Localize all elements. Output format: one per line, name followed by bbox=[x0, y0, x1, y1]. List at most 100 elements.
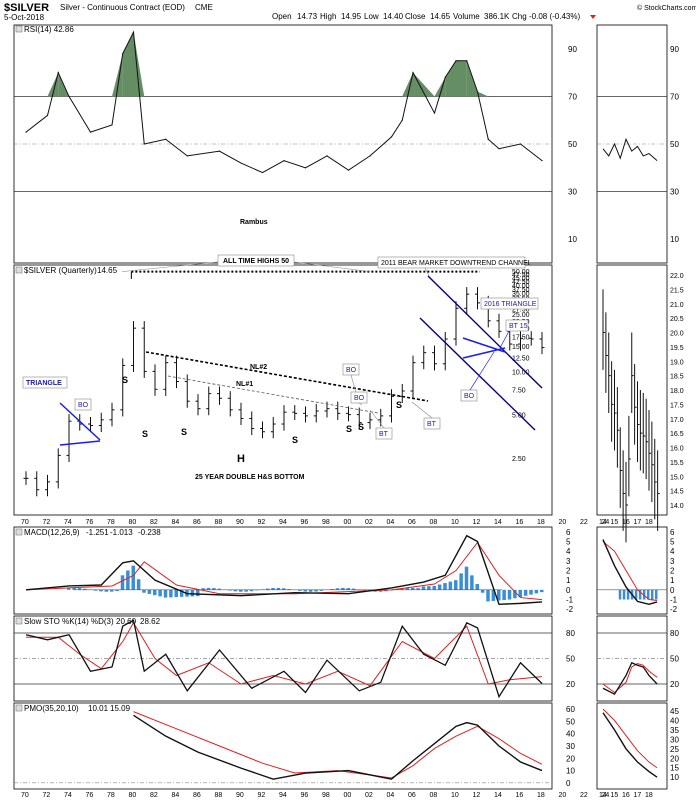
macd-hist-bar bbox=[351, 588, 356, 590]
rsi-point bbox=[369, 155, 371, 157]
triangle-box bbox=[22, 376, 68, 389]
year-label-mid: 14 bbox=[494, 519, 502, 526]
pmo-inset-signal bbox=[602, 708, 658, 769]
rsi-inset-tick-label: 70 bbox=[670, 92, 679, 101]
ath-text: ALL TIME HIGHS 50 bbox=[223, 258, 289, 265]
macd-hist-bar bbox=[179, 589, 184, 597]
rsi-overbought-fill bbox=[434, 77, 446, 97]
year-label-bottom: 88 bbox=[215, 792, 223, 799]
quote-close: 14.65 bbox=[430, 12, 451, 21]
rsi-point bbox=[46, 114, 49, 117]
rsi-overbought-fill bbox=[133, 32, 145, 97]
sto-inset-tick-label: 80 bbox=[670, 629, 679, 638]
bo-bt-pointer bbox=[358, 402, 363, 406]
macd-hist-bar bbox=[480, 589, 485, 593]
macd-hist-bar bbox=[158, 589, 162, 597]
sto-label-k: 20.60 bbox=[116, 617, 137, 626]
macd-hist-bar bbox=[196, 589, 200, 597]
inset-year-label-bottom: 15 bbox=[611, 792, 619, 799]
price-tick-label: 25.00 bbox=[512, 312, 530, 319]
macd-hist-bar bbox=[239, 589, 243, 592]
price-inset-tick-label: 14.0 bbox=[670, 503, 684, 510]
rsi-overbought-fill bbox=[477, 91, 489, 97]
macd-hist-bar bbox=[454, 580, 458, 590]
macd-hist-bar bbox=[120, 575, 125, 590]
price-inset-tick-label: 19.0 bbox=[670, 359, 684, 366]
rsi-point bbox=[283, 160, 285, 162]
macd-hist-bar bbox=[475, 584, 479, 590]
year-label-mid: 82 bbox=[150, 519, 158, 526]
year-label-bottom: 72 bbox=[43, 792, 51, 799]
bear-channel-text: 2011 BEAR MARKET DOWNTREND CHANNEL bbox=[381, 260, 532, 267]
rsi-label: RSI(14) 42.86 bbox=[24, 25, 74, 34]
rsi-inset-tick-label: 30 bbox=[670, 188, 679, 197]
year-label-bottom: 98 bbox=[322, 792, 330, 799]
pmo-tick-label: 60 bbox=[566, 705, 575, 714]
pmo-inset-line bbox=[602, 712, 658, 778]
panel-label-icon bbox=[15, 266, 23, 274]
macd-hist-bar bbox=[303, 589, 307, 592]
s-label: S bbox=[122, 375, 128, 385]
macd-hist-bar bbox=[411, 587, 415, 590]
bo-bt-text: BT bbox=[379, 431, 389, 438]
pmo-inset-tick-label: 20 bbox=[670, 754, 679, 763]
price-tick-label: 2.50 bbox=[512, 456, 526, 463]
macd-inset-tick-label: 2 bbox=[670, 567, 675, 576]
macd-label-hist: -0.238 bbox=[138, 528, 161, 537]
rsi-inset-line bbox=[602, 137, 658, 162]
bo-text-left: BO bbox=[78, 402, 89, 409]
bt15-text: BT 15 bbox=[509, 323, 528, 330]
rsi-tick-label: 30 bbox=[568, 188, 577, 197]
year-label-bottom: 90 bbox=[236, 792, 244, 799]
header-name: Silver - Continuous Contract (EOD) bbox=[60, 3, 185, 12]
rsi-point bbox=[476, 91, 479, 93]
rsi-point bbox=[111, 124, 113, 126]
macd-inset-frame bbox=[596, 526, 668, 615]
rsi-point bbox=[444, 76, 446, 78]
macd-inset-hist-bar bbox=[646, 589, 650, 600]
panel-label-icon bbox=[15, 528, 23, 536]
price-inset-tick-label: 18.0 bbox=[670, 388, 684, 395]
rsi-point bbox=[89, 131, 92, 133]
year-label-bottom: 02 bbox=[365, 792, 373, 799]
panel-label-icon bbox=[15, 617, 23, 625]
macd-hist-bar bbox=[104, 589, 109, 592]
pmo-label-pmo: 10.01 bbox=[88, 704, 109, 713]
bo-bt-text: BT bbox=[427, 421, 437, 428]
bo-bt-text: BO bbox=[346, 367, 357, 374]
macd-panel: MACD(12,26,9) -1.251 -1.013 -0.238 bbox=[15, 528, 667, 606]
price-inset-tick-label: 21.0 bbox=[670, 302, 684, 309]
triangle-2016-text: 2016 TRIANGLE bbox=[484, 301, 537, 308]
rsi-point bbox=[143, 143, 145, 145]
rsi-overbought-fill bbox=[47, 72, 59, 97]
s-label: S bbox=[292, 435, 298, 445]
year-label-bottom: 12 bbox=[473, 792, 481, 799]
macd-hist-bar bbox=[421, 586, 426, 590]
neckline-2 bbox=[145, 351, 429, 402]
macd-hist-bar bbox=[115, 589, 119, 592]
macd-hist-bar bbox=[282, 588, 286, 590]
rsi-tick-label: 70 bbox=[568, 92, 577, 101]
macd-hist-bar bbox=[314, 589, 318, 592]
price-inset-tick-label: 20.0 bbox=[670, 331, 684, 338]
rsi-overbought-fill bbox=[445, 60, 456, 97]
year-label-mid: 76 bbox=[86, 519, 94, 526]
macd-tick-label: 3 bbox=[566, 557, 571, 566]
macd-hist-bar bbox=[427, 586, 431, 590]
pmo-label-signal: 15.09 bbox=[110, 704, 131, 713]
macd-hist-bar bbox=[400, 588, 404, 590]
macd-hist-bar bbox=[486, 589, 490, 602]
triangle-text: TRIANGLE bbox=[26, 380, 62, 387]
bt15-pointer bbox=[499, 330, 510, 349]
macd-inset-signal bbox=[602, 541, 658, 601]
bo-bt-pointer bbox=[411, 401, 433, 419]
macd-hist-bar bbox=[540, 589, 544, 593]
sto-inset-k bbox=[602, 661, 658, 696]
price-tick-label: 27.50 bbox=[512, 306, 530, 313]
rsi-point bbox=[487, 138, 489, 140]
header-exchange: CME bbox=[195, 3, 213, 12]
bo-bt-text: BO bbox=[354, 395, 365, 402]
pmo-inset-tick-label: 40 bbox=[670, 716, 679, 725]
bo-text: BO bbox=[464, 393, 475, 400]
price-inset-tick-label: 15.0 bbox=[670, 474, 684, 481]
